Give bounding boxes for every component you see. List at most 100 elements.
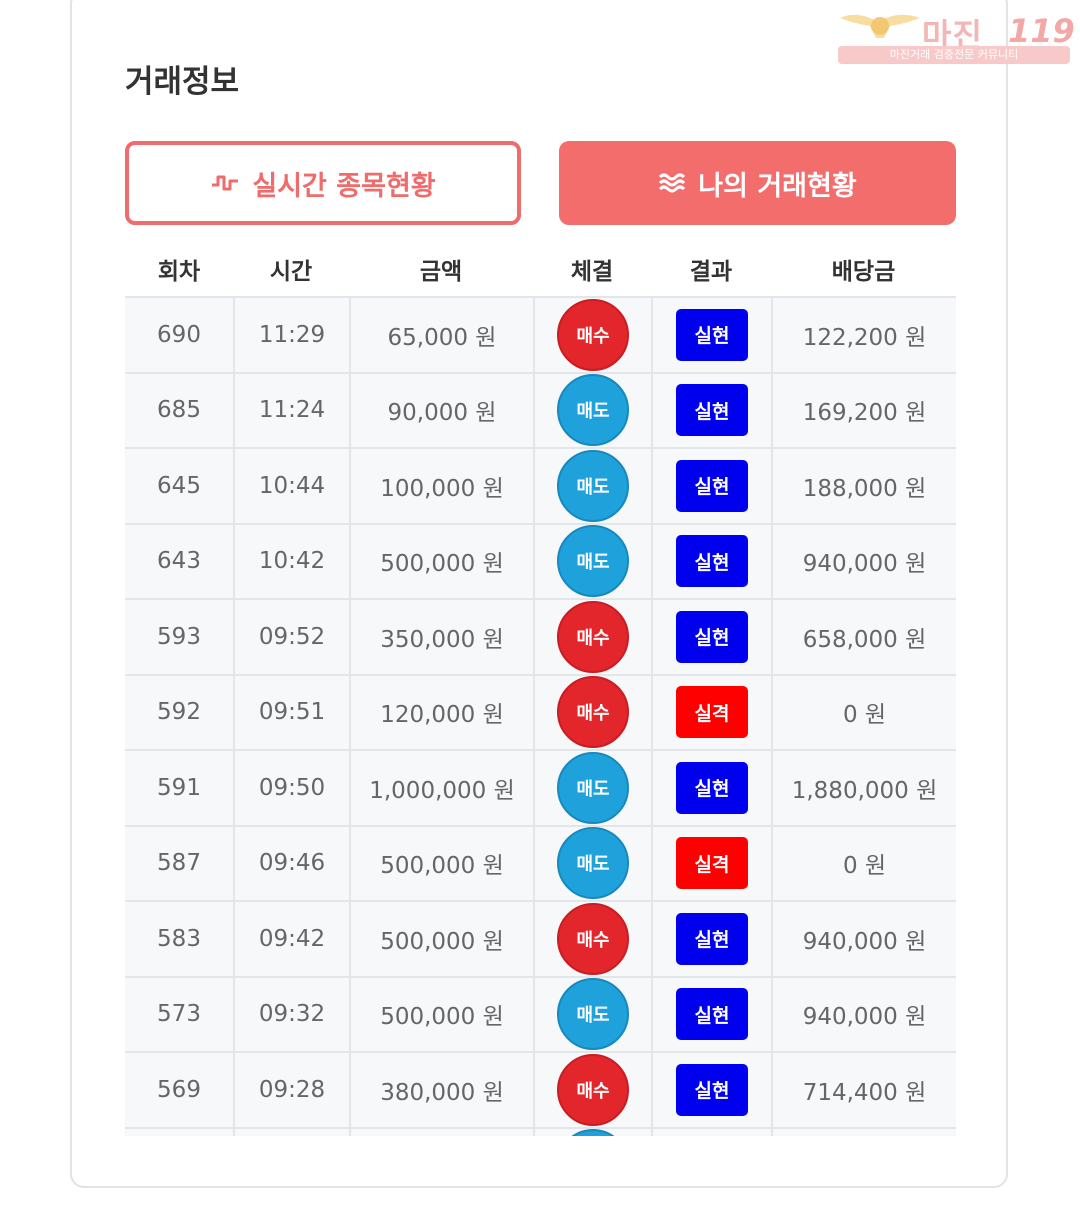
cell-text-time: 09:42 xyxy=(258,925,326,952)
cell-round: 685 xyxy=(125,374,233,448)
realized-badge: 실현 xyxy=(676,1063,748,1116)
disqualified-badge: 실격 xyxy=(676,837,748,890)
cell-text-amount: 120,000 원 xyxy=(380,702,504,729)
cell-text-round: 569 xyxy=(157,1076,201,1103)
cell-text-amount: 380,000 원 xyxy=(380,1079,504,1106)
buy-badge: 매수 xyxy=(557,902,629,975)
cell-payout: 169,200 원 xyxy=(771,373,956,447)
buy-badge: 매수 xyxy=(557,600,629,673)
cell-round: 690 xyxy=(125,298,233,372)
cell-payout: 0 원 xyxy=(771,826,956,900)
cell-side: 매도 xyxy=(533,1128,651,1136)
cell-round: 573 xyxy=(125,978,233,1052)
cell-result: 실현 xyxy=(651,600,771,674)
trade-table-body[interactable]: 690 11:29 65,000 원 매수 실현 122,200 원 685 11:24 90,… xyxy=(125,296,956,1136)
cell-time: 10:42 xyxy=(233,524,349,598)
cell-payout: 1,880,000 원 xyxy=(771,751,956,825)
cell-round: 587 xyxy=(125,827,233,901)
section-title: 거래정보 xyxy=(125,64,240,100)
cell-time: 09:32 xyxy=(233,977,349,1051)
cell-text-round: 593 xyxy=(157,623,201,650)
cell-amount: 500,000 원 xyxy=(349,977,533,1051)
buy-badge: 매수 xyxy=(557,676,629,749)
tab-mine-label: 나의 거래현황 xyxy=(698,170,857,202)
tab-my-trade-status[interactable]: 나의 거래현황 xyxy=(559,141,956,225)
cell-amount: 500,000 원 xyxy=(349,524,533,598)
realized-badge: 실현 xyxy=(676,459,748,512)
cell-amount xyxy=(349,1128,533,1136)
cell-text-payout: 0 원 xyxy=(842,702,887,729)
tab-live-label: 실시간 종목현황 xyxy=(252,170,436,202)
cell-round: 593 xyxy=(125,600,233,674)
cell-text-amount: 90,000 원 xyxy=(387,400,497,427)
cell-text-time: 09:32 xyxy=(258,1001,326,1028)
cell-text-amount: 500,000 원 xyxy=(380,551,504,578)
sell-badge: 매도 xyxy=(557,525,629,598)
cell-time: 09:42 xyxy=(233,902,349,976)
cell-amount: 500,000 원 xyxy=(349,902,533,976)
table-row: 643 10:42 500,000 원 매도 실현 940,000 원 xyxy=(125,522,956,599)
table-row: 583 09:42 500,000 원 매수 실현 940,000 원 xyxy=(125,900,956,976)
table-row: 685 11:24 90,000 원 매도 실현 169,200 원 xyxy=(125,371,956,448)
sell-badge: 매도 xyxy=(557,374,629,447)
cell-text-payout: 714,400 원 xyxy=(802,1079,927,1106)
sell-badge: 매도 xyxy=(557,1129,629,1136)
table-row: 573 09:32 500,000 원 매도 실현 940,000 원 xyxy=(125,975,956,1052)
table-row: 매도 xyxy=(125,1126,956,1136)
cell-text-payout: 658,000 원 xyxy=(802,626,927,653)
cell-side: 매수 xyxy=(533,675,651,749)
cell-time: 09:52 xyxy=(233,600,349,674)
cell-payout: 940,000 원 xyxy=(771,524,956,598)
cell-time: 09:46 xyxy=(233,826,349,900)
cell-result: 실현 xyxy=(651,449,771,523)
table-row: 569 09:28 380,000 원 매수 실현 714,400 원 xyxy=(125,1051,956,1127)
buy-badge: 매수 xyxy=(557,1053,629,1126)
cell-amount: 500,000 원 xyxy=(349,826,533,900)
cell-text-amount: 500,000 원 xyxy=(380,928,504,955)
cell-time: 09:28 xyxy=(233,1053,349,1127)
cell-payout: 188,000 원 xyxy=(771,449,956,523)
cell-text-time: 09:46 xyxy=(258,850,326,877)
sell-badge: 매도 xyxy=(557,751,629,824)
cell-payout: 714,400 원 xyxy=(771,1053,956,1127)
tab-live-stock-status[interactable]: 실시간 종목현황 xyxy=(125,141,521,225)
cell-payout: 940,000 원 xyxy=(771,977,956,1051)
cell-side: 매도 xyxy=(533,977,651,1051)
cell-text-round: 643 xyxy=(157,548,201,575)
cell-side: 매도 xyxy=(533,449,651,523)
realized-badge: 실현 xyxy=(676,761,748,814)
column-header-payout: 배당금 xyxy=(831,259,896,285)
realized-badge: 실현 xyxy=(676,384,748,437)
cell-text-amount: 65,000 원 xyxy=(387,324,497,351)
cell-text-round: 685 xyxy=(157,397,201,424)
cell-text-payout: 940,000 원 xyxy=(802,551,927,578)
cell-amount: 1,000,000 원 xyxy=(349,751,533,825)
cell-text-amount: 500,000 원 xyxy=(380,1004,504,1031)
cell-text-time: 09:50 xyxy=(258,774,326,801)
cell-side: 매수 xyxy=(533,600,651,674)
cell-text-round: 645 xyxy=(157,472,201,499)
cell-text-payout: 188,000 원 xyxy=(802,475,927,502)
sell-badge: 매도 xyxy=(557,827,629,900)
cell-amount: 350,000 원 xyxy=(349,600,533,674)
cell-amount: 380,000 원 xyxy=(349,1053,533,1127)
cell-text-time: 10:42 xyxy=(258,548,326,575)
cell-time: 09:50 xyxy=(233,751,349,825)
column-header-execution: 체결 xyxy=(570,259,614,285)
cell-text-payout: 940,000 원 xyxy=(802,928,927,955)
cell-text-payout: 169,200 원 xyxy=(802,400,927,427)
watermark-number: 119 xyxy=(1008,12,1075,50)
cell-result: 실격 xyxy=(651,826,771,900)
cell-payout: 122,200 원 xyxy=(771,298,956,372)
cell-text-amount: 350,000 원 xyxy=(380,626,504,653)
cell-side: 매도 xyxy=(533,373,651,447)
cell-round: 645 xyxy=(125,449,233,523)
cell-text-time: 11:24 xyxy=(258,397,326,424)
cell-round: 569 xyxy=(125,1053,233,1127)
table-row: 587 09:46 500,000 원 매도 실격 0 원 xyxy=(125,824,956,901)
cell-round: 643 xyxy=(125,525,233,599)
column-header-result: 결과 xyxy=(689,259,733,285)
cell-text-time: 10:44 xyxy=(258,472,326,499)
cell-result: 실현 xyxy=(651,1053,771,1127)
cell-text-amount: 500,000 원 xyxy=(380,853,504,880)
